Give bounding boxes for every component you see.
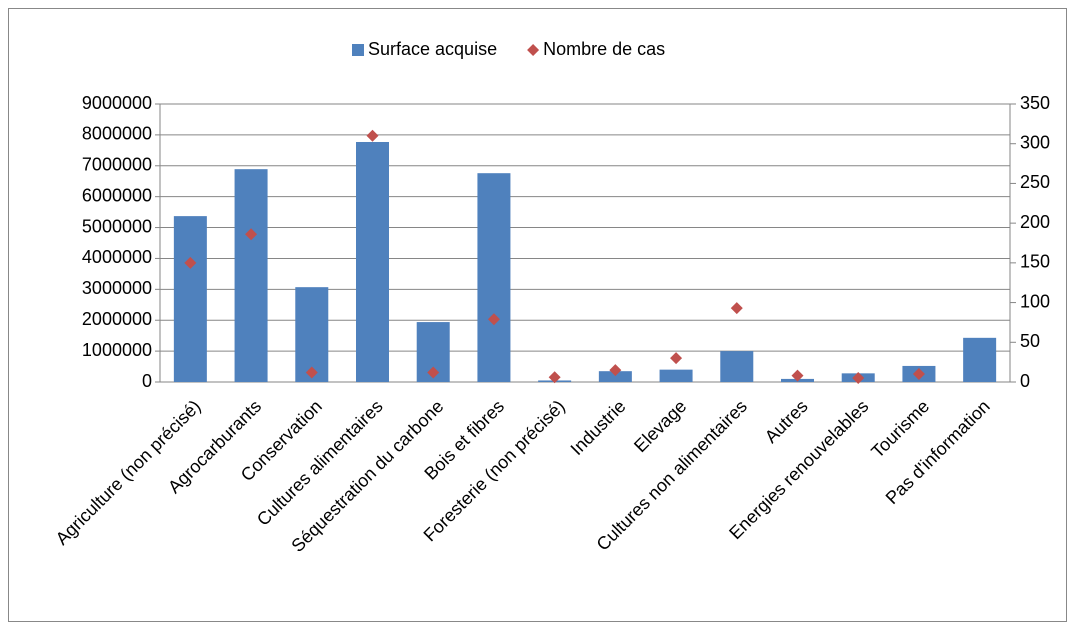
y-tick-label: 2000000 [82,309,152,329]
bar [477,173,511,382]
marker [427,366,440,379]
bar [720,351,754,382]
y-tick-label: 8000000 [82,124,152,144]
legend-swatch [527,44,540,56]
bar [295,287,329,382]
marker [366,129,379,142]
y2-tick-label: 200 [1020,212,1050,232]
legend-swatch [352,44,364,56]
bar [659,369,693,382]
chart-frame [8,8,1067,622]
marker [184,256,197,269]
legend-label: Nombre de cas [543,39,665,59]
y2-tick-label: 150 [1020,252,1050,272]
marker [609,364,622,377]
marker [305,366,318,379]
y-tick-label: 9000000 [82,93,152,113]
y2-tick-label: 350 [1020,93,1050,113]
y-tick-label: 5000000 [82,216,152,236]
marker [670,352,683,365]
marker [852,372,865,385]
marker [791,369,804,382]
marker [730,302,743,315]
y2-tick-label: 300 [1020,132,1050,152]
marker [912,368,925,381]
y-tick-label: 1000000 [82,340,152,360]
y-tick-label: 7000000 [82,155,152,175]
marker [548,371,561,384]
bar [598,371,632,382]
y-tick-label: 3000000 [82,278,152,298]
bar [963,337,997,382]
bar [173,216,207,382]
y-tick-label: 4000000 [82,247,152,267]
bar [356,141,389,382]
y2-tick-label: 0 [1020,371,1030,391]
marker [487,313,500,326]
y2-tick-label: 250 [1020,172,1050,192]
y-tick-label: 0 [142,371,152,391]
y2-tick-label: 100 [1020,291,1050,311]
y-tick-label: 6000000 [82,185,152,205]
bar [234,169,268,382]
y2-tick-label: 50 [1020,331,1040,351]
legend-label: Surface acquise [368,39,497,59]
marker [245,228,258,241]
